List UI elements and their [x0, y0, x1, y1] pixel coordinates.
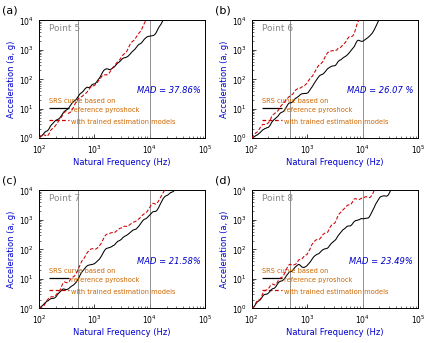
- Text: MAD = 37.86%: MAD = 37.86%: [136, 86, 200, 95]
- Text: Point 7: Point 7: [49, 194, 80, 203]
- Text: MAD = 23.49%: MAD = 23.49%: [348, 257, 412, 265]
- Y-axis label: Acceleration (a, g): Acceleration (a, g): [7, 40, 16, 118]
- Y-axis label: Acceleration (a, g): Acceleration (a, g): [220, 211, 229, 288]
- Text: SRS curve based on: SRS curve based on: [49, 98, 115, 104]
- Text: with trained estimation models: with trained estimation models: [71, 289, 175, 295]
- X-axis label: Natural Frequency (Hz): Natural Frequency (Hz): [73, 329, 171, 338]
- X-axis label: Natural Frequency (Hz): Natural Frequency (Hz): [73, 158, 171, 167]
- Text: with trained estimation models: with trained estimation models: [283, 289, 388, 295]
- Text: Point 5: Point 5: [49, 24, 80, 33]
- Text: MAD = 21.58%: MAD = 21.58%: [136, 257, 200, 265]
- Text: with trained estimation models: with trained estimation models: [283, 119, 388, 125]
- X-axis label: Natural Frequency (Hz): Natural Frequency (Hz): [286, 329, 383, 338]
- Text: Point 8: Point 8: [261, 194, 292, 203]
- Text: reference pyroshock: reference pyroshock: [283, 107, 352, 113]
- Y-axis label: Acceleration (a, g): Acceleration (a, g): [7, 211, 16, 288]
- Text: SRS curve based on: SRS curve based on: [261, 268, 327, 274]
- X-axis label: Natural Frequency (Hz): Natural Frequency (Hz): [286, 158, 383, 167]
- Text: reference pyroshock: reference pyroshock: [71, 277, 139, 283]
- Text: (d): (d): [215, 176, 230, 186]
- Text: with trained estimation models: with trained estimation models: [71, 119, 175, 125]
- Text: SRS curve based on: SRS curve based on: [49, 268, 115, 274]
- Text: SRS curve based on: SRS curve based on: [261, 98, 327, 104]
- Y-axis label: Acceleration (a, g): Acceleration (a, g): [220, 40, 229, 118]
- Text: Point 6: Point 6: [261, 24, 292, 33]
- Text: (c): (c): [2, 176, 17, 186]
- Text: (a): (a): [2, 5, 18, 16]
- Text: MAD = 26.07 %: MAD = 26.07 %: [346, 86, 412, 95]
- Text: reference pyroshock: reference pyroshock: [71, 107, 139, 113]
- Text: (b): (b): [215, 5, 230, 16]
- Text: reference pyroshock: reference pyroshock: [283, 277, 352, 283]
